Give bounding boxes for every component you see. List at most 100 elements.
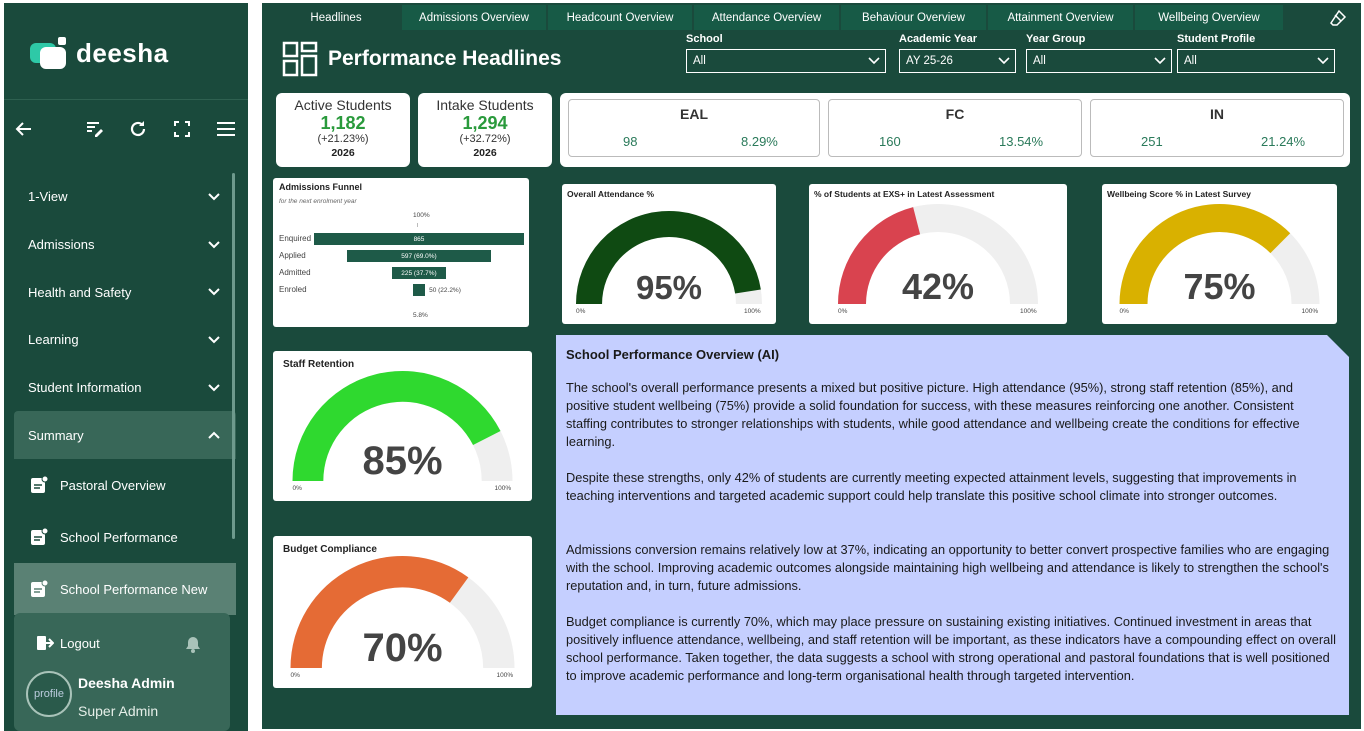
gauge-overall-attendance: Overall Attendance % 95% 0% 100% bbox=[562, 184, 776, 324]
sidebar-subitem-label: Pastoral Overview bbox=[60, 477, 166, 493]
gauge-min-label: 0% bbox=[576, 308, 586, 315]
gauge-title: Wellbeing Score % in Latest Survey bbox=[1107, 189, 1251, 199]
stat-in: IN 251 21.24% bbox=[1090, 99, 1344, 157]
edit-list-icon[interactable] bbox=[82, 117, 106, 141]
kpi-year: 2026 bbox=[331, 147, 355, 159]
sidebar-item-admissions[interactable]: Admissions bbox=[14, 221, 236, 269]
user-role: Super Admin bbox=[78, 703, 159, 719]
stat-title: EAL bbox=[680, 106, 708, 122]
refresh-icon[interactable] bbox=[126, 117, 150, 141]
gauge-title: Staff Retention bbox=[283, 359, 355, 370]
year-group-select[interactable]: All bbox=[1026, 49, 1172, 73]
chevron-down-icon bbox=[208, 336, 220, 344]
funnel-bar[interactable]: 865 bbox=[314, 233, 524, 245]
filter-school: School All bbox=[686, 33, 886, 73]
gauge-max-label: 100% bbox=[1301, 308, 1319, 315]
brand-logo[interactable]: deesha bbox=[28, 33, 169, 73]
funnel-stage-label: Enquired bbox=[279, 234, 312, 243]
tab-wellbeing-overview[interactable]: Wellbeing Overview bbox=[1135, 5, 1283, 30]
funnel-bottom-label: 5.8% bbox=[413, 312, 428, 319]
tab-behaviour-overview[interactable]: Behaviour Overview bbox=[841, 5, 986, 30]
sidebar-subitem-label: School Performance New bbox=[60, 581, 208, 597]
gauge-value-label: 95% bbox=[635, 269, 703, 306]
chart-subtitle: for the next enrolment year bbox=[279, 198, 357, 205]
avatar[interactable]: profile bbox=[26, 671, 72, 717]
gauge-svg bbox=[290, 556, 515, 668]
dashboard-grid-icon bbox=[282, 41, 318, 77]
sidebar-scrollbar[interactable] bbox=[232, 173, 235, 539]
gauge-value-label: 42% bbox=[901, 266, 975, 307]
stat-fc: FC 160 13.54% bbox=[828, 99, 1082, 157]
select-value: AY 25-26 bbox=[906, 55, 953, 67]
gauge-max-label: 100% bbox=[494, 485, 512, 492]
tab-label: Admissions Overview bbox=[419, 11, 529, 24]
funnel-bar[interactable]: 50 (22.2%) bbox=[412, 284, 461, 296]
sidebar-subitem-pastoral-overview[interactable]: Pastoral Overview bbox=[14, 459, 236, 511]
sidebar-item-1-view[interactable]: 1-View bbox=[14, 173, 236, 221]
student-profile-stats: EAL 98 8.29% FC 160 13.54% IN 251 21.24% bbox=[560, 93, 1350, 167]
select-value: All bbox=[1033, 55, 1046, 67]
sidebar: deesha 1-View Admissions Health and Safe… bbox=[4, 3, 248, 731]
sidebar-item-label: Health and Safety bbox=[28, 284, 132, 300]
ai-panel-scrollbar[interactable] bbox=[1349, 391, 1352, 715]
gauge-value-arc[interactable] bbox=[838, 207, 921, 304]
funnel-top-tick bbox=[417, 223, 418, 227]
fullscreen-icon[interactable] bbox=[170, 117, 194, 141]
gauge-value-label: 70% bbox=[362, 626, 443, 670]
eraser-icon[interactable] bbox=[1329, 9, 1347, 27]
sidebar-item-label: Student Information bbox=[28, 380, 142, 396]
gauge-value-arc[interactable] bbox=[292, 371, 501, 481]
tab-label: Wellbeing Overview bbox=[1158, 11, 1260, 24]
gauge-exs-plus: % of Students at EXS+ in Latest Assessme… bbox=[809, 184, 1067, 324]
bell-icon[interactable] bbox=[184, 635, 202, 653]
stat-count: 251 bbox=[1141, 134, 1163, 149]
sidebar-item-student-information[interactable]: Student Information bbox=[14, 364, 236, 412]
brand-name: deesha bbox=[76, 37, 169, 68]
gauge-value-arc[interactable] bbox=[1119, 203, 1291, 304]
gauge-max-label: 100% bbox=[496, 672, 514, 679]
student-profile-select[interactable]: All bbox=[1177, 49, 1335, 73]
funnel-bar-label: 597 (69.0%) bbox=[401, 252, 437, 260]
gauge-value-label: 85% bbox=[362, 439, 443, 483]
stat-percent: 21.24% bbox=[1261, 134, 1306, 149]
funnel-stage-label: Enroled bbox=[279, 285, 307, 294]
gauge-min-label: 0% bbox=[1119, 308, 1129, 315]
filter-label: Academic Year bbox=[899, 33, 978, 45]
tab-admissions-overview[interactable]: Admissions Overview bbox=[402, 5, 546, 30]
logout-button[interactable]: Logout bbox=[36, 635, 100, 651]
academic-year-select[interactable]: AY 25-26 bbox=[899, 49, 1016, 73]
gauge-min-label: 0% bbox=[290, 672, 300, 679]
sidebar-item-learning[interactable]: Learning bbox=[14, 316, 236, 364]
funnel-bar[interactable]: 597 (69.0%) bbox=[346, 250, 492, 262]
filter-label: School bbox=[686, 33, 723, 45]
funnel-stage-label: Applied bbox=[279, 251, 306, 260]
document-icon bbox=[30, 475, 49, 494]
gauge-staff-retention: Staff Retention 85% 0% 100% bbox=[273, 351, 532, 501]
kpi-title: Active Students bbox=[294, 97, 392, 113]
admissions-funnel-chart: Admissions Funnel for the next enrolment… bbox=[273, 178, 529, 327]
kpi-title: Intake Students bbox=[436, 97, 534, 113]
stat-eal: EAL 98 8.29% bbox=[568, 99, 820, 157]
gauge-value-arc[interactable] bbox=[576, 210, 761, 304]
gauge-value-arc[interactable] bbox=[290, 556, 469, 668]
sidebar-subitem-school-performance[interactable]: School Performance bbox=[14, 511, 236, 563]
school-select[interactable]: All bbox=[686, 49, 886, 73]
sidebar-item-health-and-safety[interactable]: Health and Safety bbox=[14, 268, 236, 316]
funnel-bar[interactable]: 225 (37.7%) bbox=[391, 267, 447, 279]
tab-attainment-overview[interactable]: Attainment Overview bbox=[988, 5, 1133, 30]
sidebar-item-summary[interactable]: Summary bbox=[14, 411, 236, 460]
stat-title: FC bbox=[945, 106, 965, 122]
chevron-up-icon bbox=[208, 431, 220, 439]
stat-count: 160 bbox=[879, 134, 901, 149]
tab-headcount-overview[interactable]: Headcount Overview bbox=[548, 5, 692, 30]
tab-label: Headlines bbox=[310, 11, 362, 24]
tab-headlines[interactable]: Headlines bbox=[272, 5, 400, 30]
filter-student-profile: Student Profile All bbox=[1177, 33, 1335, 73]
hamburger-menu-icon[interactable] bbox=[214, 117, 238, 141]
sidebar-item-label: Admissions bbox=[28, 237, 95, 253]
back-arrow-icon[interactable] bbox=[12, 117, 36, 141]
sidebar-subitem-label: School Performance bbox=[60, 529, 178, 545]
tab-attendance-overview[interactable]: Attendance Overview bbox=[694, 5, 839, 30]
filter-label: Year Group bbox=[1026, 33, 1086, 45]
sidebar-subitem-school-performance-new[interactable]: School Performance New bbox=[14, 563, 236, 616]
